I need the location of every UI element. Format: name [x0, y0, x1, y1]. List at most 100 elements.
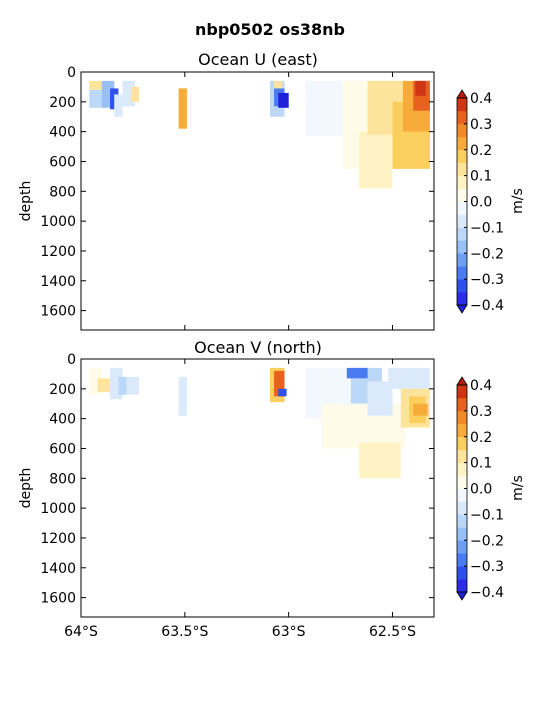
heatmap-cell	[130, 86, 140, 102]
y-tick-label: 600	[49, 441, 76, 457]
y-tick-label: 0	[67, 65, 76, 81]
colorbar-segment	[457, 475, 467, 489]
colorbar-tick-label: 0.2	[470, 430, 492, 446]
colorbar-segment	[457, 540, 467, 554]
colorbar-tick-label: −0.1	[470, 220, 504, 236]
heatmap-cell	[388, 367, 430, 389]
y-tick-label: 1200	[40, 531, 76, 547]
y-axis-label: depth	[18, 181, 34, 222]
panel-title: Ocean U (east)	[198, 50, 318, 69]
heatmap-cell	[305, 80, 343, 137]
figure-suptitle: nbp0502 os38nb	[194, 20, 346, 39]
x-tick-label: 64°S	[64, 624, 98, 640]
colorbar-segment	[457, 436, 467, 450]
heatmap-cell	[89, 89, 106, 108]
colorbar-label: m/s	[510, 188, 526, 214]
colorbar-segment	[457, 110, 467, 125]
colorbar-tick-label: −0.4	[470, 298, 504, 314]
colorbar-segment	[457, 136, 467, 151]
colorbar-segment	[457, 123, 467, 138]
x-tick-label: 62.5°S	[369, 624, 416, 640]
colorbar-tick-label: −0.2	[470, 533, 504, 549]
colorbar-segment	[457, 488, 467, 502]
colorbar-tick-label: −0.2	[470, 246, 504, 262]
colorbar-tick-label: −0.1	[470, 507, 504, 523]
colorbar-segment	[457, 527, 467, 541]
colorbar-extend-min	[456, 304, 468, 314]
y-tick-label: 0	[67, 352, 76, 368]
plot-frame	[80, 71, 435, 331]
heatmap-cell	[321, 403, 405, 449]
colorbar-segment	[457, 566, 467, 580]
colorbar-segment	[457, 162, 467, 176]
colorbar-extend-min	[456, 591, 468, 601]
colorbar-segment	[457, 227, 467, 241]
colorbar-segment	[457, 279, 467, 293]
panel-title: Ocean V (north)	[194, 338, 322, 357]
colorbar-segment	[457, 449, 467, 463]
colorbar-segment	[457, 410, 467, 425]
colorbar-segment	[457, 385, 467, 399]
colorbar-segment	[457, 462, 467, 476]
panel-ocean-v: Ocean V (north) depth m/s 0 200 400 600 800 1…	[18, 338, 526, 640]
colorbar-tick-label: 0.0	[470, 482, 492, 498]
y-tick-label: 1000	[40, 501, 76, 517]
y-axis-label: depth	[18, 468, 34, 509]
axis-ticks: 0 200 400 600 800 1000 1200 1400 1600	[40, 65, 434, 330]
colorbar-segment	[457, 292, 467, 306]
heatmap-cell	[278, 92, 289, 108]
y-tick-label: 800	[49, 184, 76, 200]
colorbar-segment	[457, 98, 467, 112]
colorbar-label: m/s	[510, 475, 526, 501]
colorbar-tick-label: 0.3	[470, 404, 492, 420]
heatmap-cells	[89, 367, 430, 479]
colorbar-segment	[457, 553, 467, 567]
panel-ocean-u: Ocean U (east) depth m/s 0 200 400 600 800 10…	[18, 50, 526, 331]
heatmap-cell	[178, 376, 187, 416]
colorbar-segment	[457, 514, 467, 528]
heatmap-cell	[359, 131, 393, 189]
y-tick-label: 200	[49, 382, 76, 398]
colorbar-segment	[457, 149, 467, 163]
y-tick-label: 1600	[40, 591, 76, 607]
colorbar-extend-max	[456, 376, 468, 386]
heatmap-cells	[89, 80, 430, 189]
colorbar-segment	[457, 501, 467, 515]
y-tick-label: 600	[49, 154, 76, 170]
colorbar-tick-label: 0.4	[470, 378, 492, 394]
colorbar-segment	[457, 240, 467, 254]
y-tick-label: 1400	[40, 561, 76, 577]
colorbar-tick-label: 0.0	[470, 195, 492, 211]
colorbar: −0.4 −0.3 −0.2 −0.1 0.0 0.1 0.2 0.3 0.4	[456, 89, 504, 314]
heatmap-cell	[346, 367, 368, 379]
y-tick-label: 400	[49, 412, 76, 428]
y-tick-label: 1600	[40, 304, 76, 320]
colorbar-tick-label: 0.1	[470, 169, 492, 185]
colorbar-segment	[457, 175, 467, 189]
colorbar-tick-label: −0.3	[470, 272, 504, 288]
colorbar-tick-label: −0.3	[470, 559, 504, 575]
heatmap-cell	[126, 376, 140, 395]
x-tick-label: 63.5°S	[161, 624, 208, 640]
y-tick-label: 1200	[40, 244, 76, 260]
plot-frame	[80, 358, 435, 618]
heatmap-cell	[413, 403, 428, 416]
colorbar-segment	[457, 397, 467, 412]
colorbar-tick-label: 0.3	[470, 117, 492, 133]
y-tick-label: 1400	[40, 274, 76, 290]
colorbar-extend-max	[456, 89, 468, 99]
colorbar: −0.4 −0.3 −0.2 −0.1 0.0 0.1 0.2 0.3 0.4	[456, 376, 504, 601]
y-tick-label: 200	[49, 95, 76, 111]
colorbar-segment	[457, 201, 467, 215]
colorbar-tick-label: 0.1	[470, 456, 492, 472]
heatmap-cell	[114, 94, 123, 117]
colorbar-segment	[457, 266, 467, 280]
colorbar-segment	[457, 214, 467, 228]
heatmap-cell	[118, 376, 127, 395]
heatmap-cell	[178, 88, 187, 129]
y-tick-label: 1000	[40, 214, 76, 230]
y-tick-label: 800	[49, 471, 76, 487]
colorbar-tick-label: −0.4	[470, 585, 504, 601]
